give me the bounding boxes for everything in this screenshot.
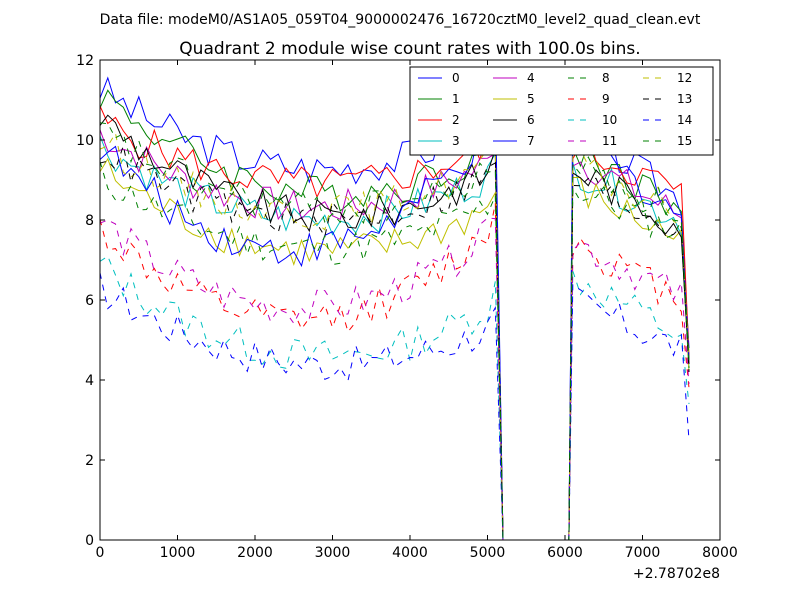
series-layer [100, 76, 690, 540]
y-tick-label: 10 [76, 133, 94, 149]
legend-label-14: 14 [677, 113, 692, 127]
legend-label-4: 4 [527, 71, 535, 85]
series-line-3 [100, 135, 690, 540]
legend-label-11: 11 [602, 134, 617, 148]
legend-label-3: 3 [452, 134, 460, 148]
series-line-5 [100, 157, 690, 540]
legend-label-13: 13 [677, 92, 692, 106]
legend-label-5: 5 [527, 92, 535, 106]
legend-label-10: 10 [602, 113, 617, 127]
legend-label-9: 9 [602, 92, 610, 106]
series-line-1 [100, 89, 690, 540]
y-tick-label: 0 [85, 533, 94, 549]
x-tick-label: 5000 [470, 545, 506, 561]
legend-label-8: 8 [602, 71, 610, 85]
figure-suptitle: Data file: modeM0/AS1A05_059T04_90000024… [100, 12, 701, 28]
y-tick-label: 2 [85, 453, 94, 469]
series-line-7 [100, 93, 690, 540]
x-tick-label: 2000 [237, 545, 273, 561]
y-tick-label: 12 [76, 53, 94, 69]
series-line-14 [100, 272, 690, 540]
series-line-2 [100, 105, 690, 540]
x-tick-label: 0 [96, 545, 105, 561]
legend-label-0: 0 [452, 71, 460, 85]
x-tick-label: 8000 [702, 545, 738, 561]
series-line-8 [100, 161, 690, 540]
chart-title: Quadrant 2 module wise count rates with … [179, 39, 640, 59]
y-tick-label: 8 [85, 213, 94, 229]
series-line-9 [100, 203, 690, 540]
x-tick-label: 3000 [315, 545, 351, 561]
legend-box [409, 66, 714, 156]
legend-label-15: 15 [677, 134, 692, 148]
ticks-layer: 0 1000 2000 3000 4000 5000 6000 7000 80000246810… [76, 53, 738, 561]
y-tick-label: 4 [85, 373, 94, 389]
legend-label-12: 12 [677, 71, 692, 85]
legend-label-7: 7 [527, 134, 535, 148]
legend-label-6: 6 [527, 113, 535, 127]
legend-label-1: 1 [452, 92, 460, 106]
x-tick-label: 6000 [547, 545, 583, 561]
series-line-13 [100, 143, 690, 540]
x-tick-label: 7000 [625, 545, 661, 561]
x-tick-label: 4000 [392, 545, 428, 561]
x-offset-label: +2.78702e8 [633, 566, 720, 582]
legend-label-2: 2 [452, 113, 460, 127]
y-tick-label: 6 [85, 293, 94, 309]
x-tick-label: 1000 [160, 545, 196, 561]
series-line-10 [100, 255, 690, 540]
series-line-11 [100, 217, 690, 540]
